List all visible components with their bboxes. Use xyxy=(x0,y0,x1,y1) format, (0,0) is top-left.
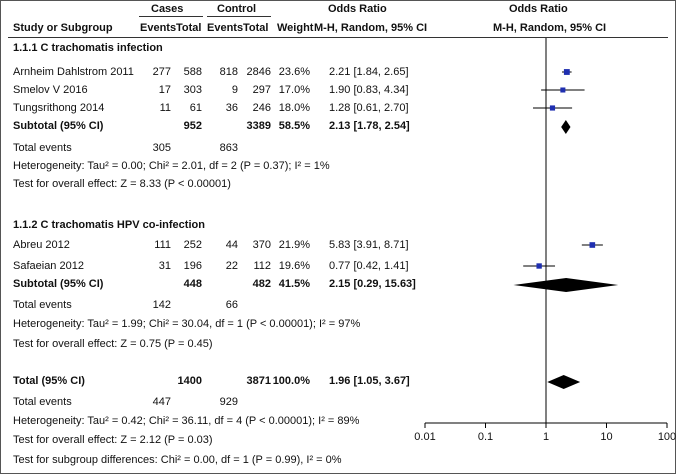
total-control-total: 3871 xyxy=(246,375,271,387)
weight-value: 18.0% xyxy=(278,102,310,114)
total-events-control: 66 xyxy=(225,299,238,311)
weight-value: 23.6% xyxy=(278,66,310,78)
total-events-cases: 447 xyxy=(152,396,171,408)
odds-ratio-col-header: Odds Ratio xyxy=(328,3,387,15)
subtotal-label: Subtotal (95% CI) xyxy=(13,278,104,290)
subtotal-cases-total: 952 xyxy=(183,120,202,132)
cases-total: 196 xyxy=(183,260,202,272)
control-events: 818 xyxy=(219,66,238,78)
control-total: 246 xyxy=(252,102,271,114)
cases-total: 252 xyxy=(183,239,202,251)
pooled-diamond xyxy=(561,120,571,134)
weight-value: 17.0% xyxy=(278,84,310,96)
pooled-diamond xyxy=(547,375,581,389)
control-events: 9 xyxy=(231,84,238,96)
overall-effect-text: Test for overall effect: Z = 2.12 (P = 0… xyxy=(13,434,213,446)
subtotal-cases-total: 448 xyxy=(183,278,202,290)
group-title-1: 1.1.1 C trachomatis infection xyxy=(13,42,163,54)
weight-col-header: Weight xyxy=(277,22,314,34)
subtotal-ci: 2.13 [1.78, 2.54] xyxy=(329,120,410,132)
control-total: 370 xyxy=(252,239,271,251)
x-tick-label: 10 xyxy=(600,431,612,443)
events2-col-header: Events xyxy=(207,22,244,34)
x-tick-label: 0.1 xyxy=(478,431,493,443)
total-ci: 1.96 [1.05, 3.67] xyxy=(329,375,410,387)
plot-method-header: M-H, Random, 95% CI xyxy=(493,22,607,34)
control-total: 112 xyxy=(253,260,271,272)
subtotal-label: Subtotal (95% CI) xyxy=(13,120,104,132)
study-col-header: Study or Subgroup xyxy=(13,22,113,34)
subtotal-weight: 58.5% xyxy=(278,120,310,132)
study-point-square xyxy=(560,87,566,93)
control-underline xyxy=(207,16,271,17)
total1-col-header: Total xyxy=(176,22,202,34)
total-events-control: 863 xyxy=(219,142,238,154)
total-cases-total: 1400 xyxy=(177,375,202,387)
study-name: Abreu 2012 xyxy=(13,239,70,251)
method-col-header: M-H, Random, 95% CI xyxy=(314,22,428,34)
control-events: 22 xyxy=(225,260,238,272)
events1-col-header: Events xyxy=(140,22,177,34)
heterogeneity-text: Heterogeneity: Tau² = 1.99; Chi² = 30.04… xyxy=(13,318,361,330)
cases-events: 11 xyxy=(159,102,171,114)
total-events-label: Total events xyxy=(13,142,72,154)
heterogeneity-text: Heterogeneity: Tau² = 0.00; Chi² = 2.01,… xyxy=(13,160,330,172)
total-events-cases: 142 xyxy=(152,299,171,311)
total2-col-header: Total xyxy=(243,22,269,34)
control-total: 297 xyxy=(252,84,271,96)
odds-ratio-ci: 0.77 [0.42, 1.41] xyxy=(329,260,409,272)
total-events-label: Total events xyxy=(13,396,72,408)
x-tick-label: 100 xyxy=(658,431,676,443)
cases-events: 277 xyxy=(152,66,171,78)
subgroup-differences-text: Test for subgroup differences: Chi² = 0.… xyxy=(13,454,342,466)
odds-ratio-ci: 1.90 [0.83, 4.34] xyxy=(329,84,409,96)
study-point-square xyxy=(536,263,542,269)
overall-effect-text: Test for overall effect: Z = 8.33 (P < 0… xyxy=(13,178,231,190)
heterogeneity-text: Heterogeneity: Tau² = 0.42; Chi² = 36.11… xyxy=(13,415,360,427)
total-events-control: 929 xyxy=(219,396,238,408)
odds-ratio-ci: 2.21 [1.84, 2.65] xyxy=(329,66,409,78)
cases-events: 111 xyxy=(154,239,171,251)
cases-total: 61 xyxy=(189,102,202,114)
group-title-2: 1.1.2 C trachomatis HPV co-infection xyxy=(13,219,205,231)
cases-underline xyxy=(139,16,203,17)
cases-events: 17 xyxy=(158,84,171,96)
total-events-cases: 305 xyxy=(152,142,171,154)
cases-total: 588 xyxy=(183,66,202,78)
control-events: 44 xyxy=(225,239,238,251)
total-events-label: Total events xyxy=(13,299,72,311)
study-point-square xyxy=(589,242,596,248)
control-total: 2846 xyxy=(246,66,271,78)
subtotal-ci: 2.15 [0.29, 15.63] xyxy=(329,278,416,290)
subtotal-control-total: 482 xyxy=(252,278,271,290)
overall-effect-text: Test for overall effect: Z = 0.75 (P = 0… xyxy=(13,338,213,350)
odds-ratio-ci: 5.83 [3.91, 8.71] xyxy=(329,239,409,251)
subtotal-control-total: 3389 xyxy=(246,120,271,132)
weight-value: 21.9% xyxy=(278,239,310,251)
study-point-square xyxy=(549,105,556,111)
study-name: Smelov V 2016 xyxy=(13,84,88,96)
x-tick-label: 1 xyxy=(543,431,549,443)
study-name: Safaeian 2012 xyxy=(13,260,84,272)
total-label: Total (95% CI) xyxy=(13,375,85,387)
study-point-square xyxy=(563,69,570,75)
total-weight: 100.0% xyxy=(272,375,310,387)
study-name: Arnheim Dahlstrom 2011 xyxy=(13,66,134,78)
cases-total: 303 xyxy=(183,84,202,96)
header-rule xyxy=(8,37,668,38)
subtotal-weight: 41.5% xyxy=(278,278,310,290)
study-name: Tungsrithong 2014 xyxy=(13,102,105,114)
control-events: 36 xyxy=(225,102,238,114)
plot-title: Odds Ratio xyxy=(509,3,568,15)
x-tick-label: 0.01 xyxy=(414,431,435,443)
odds-ratio-ci: 1.28 [0.61, 2.70] xyxy=(329,102,409,114)
cases-header: Cases xyxy=(151,3,184,15)
control-header: Control xyxy=(217,3,257,15)
pooled-diamond xyxy=(513,278,619,292)
weight-value: 19.6% xyxy=(278,260,310,272)
cases-events: 31 xyxy=(158,260,171,272)
